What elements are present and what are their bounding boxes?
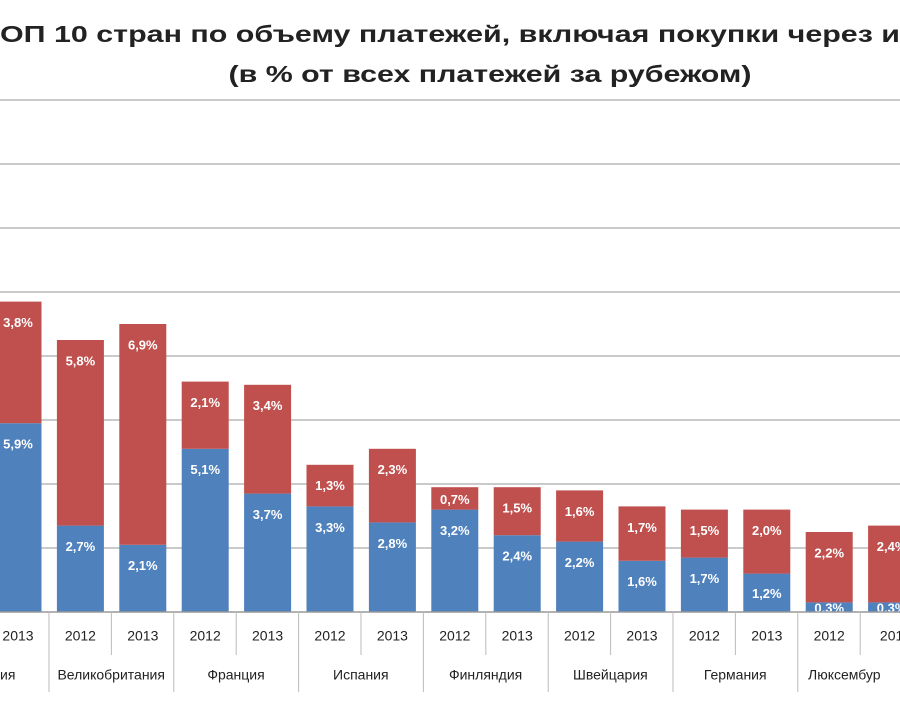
value-label: 3,7% [253, 507, 283, 522]
value-label: 0,3% [877, 601, 900, 616]
value-label: 2,0% [752, 523, 782, 538]
value-label: 2,7% [66, 539, 96, 554]
bar-segment [181, 381, 229, 449]
bar-segment [306, 464, 354, 507]
value-label: 1,5% [690, 523, 720, 538]
x-tick-label: 201 [880, 628, 900, 644]
bar-segment [556, 541, 604, 612]
bar-segment [618, 506, 666, 561]
group-label: Испания [333, 667, 389, 683]
group-label: ия [0, 667, 15, 683]
group-label: Германия [704, 667, 767, 683]
value-label: 2,4% [877, 539, 900, 554]
bar-segment [119, 324, 167, 545]
bar-segment [493, 535, 541, 612]
value-label: 6,9% [128, 337, 158, 352]
group-label: Люксембур [808, 667, 881, 683]
value-label: 1,7% [690, 571, 720, 586]
x-tick-label: 2013 [377, 628, 408, 644]
value-label: 2,2% [565, 555, 595, 570]
value-label: 1,6% [627, 574, 657, 589]
bar-segment [868, 602, 900, 612]
bar-segment [368, 448, 416, 523]
x-tick-label: 2012 [190, 628, 221, 644]
bar-segment [805, 532, 853, 603]
bar-segment [244, 384, 292, 494]
group-label: Швейцария [573, 667, 648, 683]
bar-segment [743, 573, 791, 612]
value-label: 1,7% [627, 520, 657, 535]
x-tick-label: 2013 [127, 628, 158, 644]
x-tick-label: 2012 [689, 628, 720, 644]
x-tick-label: 2013 [626, 628, 657, 644]
chart-subtitle: (в % от всех платежей за рубежом) [229, 61, 752, 87]
x-tick-label: 2012 [814, 628, 845, 644]
bar-segment [306, 506, 354, 612]
value-label: 1,3% [315, 478, 345, 493]
value-label: 2,4% [502, 549, 532, 564]
value-label: 5,1% [190, 462, 220, 477]
chart-title: ОП 10 стран по объему платежей, включая … [0, 21, 900, 47]
group-label: Финляндия [449, 667, 522, 683]
bar-segment [56, 525, 104, 612]
bar-segment [680, 509, 728, 558]
bar-segment [743, 509, 791, 574]
bar-segment [119, 544, 167, 612]
bar-segment [680, 557, 728, 612]
value-label: 3,2% [440, 523, 470, 538]
bar-segment [0, 423, 42, 612]
group-label: Франция [207, 667, 264, 683]
x-tick-label: 2013 [502, 628, 533, 644]
bar-segment [431, 509, 479, 612]
bar-segment [805, 602, 853, 612]
bar-segment [493, 487, 541, 536]
bar-segment [431, 487, 479, 510]
value-label: 2,1% [128, 558, 158, 573]
bar-segment [56, 340, 104, 526]
value-label: 1,6% [565, 504, 595, 519]
value-label: 3,4% [253, 398, 283, 413]
x-tick-label: 2012 [65, 628, 96, 644]
group-label: Великобритания [57, 667, 165, 683]
bar-segment [868, 525, 900, 603]
value-label: 5,8% [66, 353, 96, 368]
bar-segment [244, 493, 292, 612]
value-label: 0,3% [814, 601, 844, 616]
value-label: 2,3% [378, 462, 408, 477]
bar-segment [618, 560, 666, 612]
x-tick-label: 2012 [314, 628, 345, 644]
value-label: 2,8% [378, 536, 408, 551]
value-label: 3,3% [315, 520, 345, 535]
bar-segment [0, 301, 42, 424]
x-tick-label: 2012 [564, 628, 595, 644]
value-label: 1,2% [752, 586, 782, 601]
value-label: 2,2% [814, 545, 844, 560]
x-tick-label: 2012 [439, 628, 470, 644]
bar-segment [181, 448, 229, 612]
x-tick-label: 2013 [252, 628, 283, 644]
x-tick-label: 2013 [751, 628, 782, 644]
x-tick-label: 2013 [2, 628, 33, 644]
bar-segment [556, 490, 604, 542]
value-label: 1,5% [502, 501, 532, 516]
value-label: 0,7% [440, 492, 470, 507]
value-label: 5,9% [3, 437, 33, 452]
value-label: 3,8% [3, 315, 33, 330]
value-label: 2,1% [190, 395, 220, 410]
bar-segment [368, 522, 416, 612]
